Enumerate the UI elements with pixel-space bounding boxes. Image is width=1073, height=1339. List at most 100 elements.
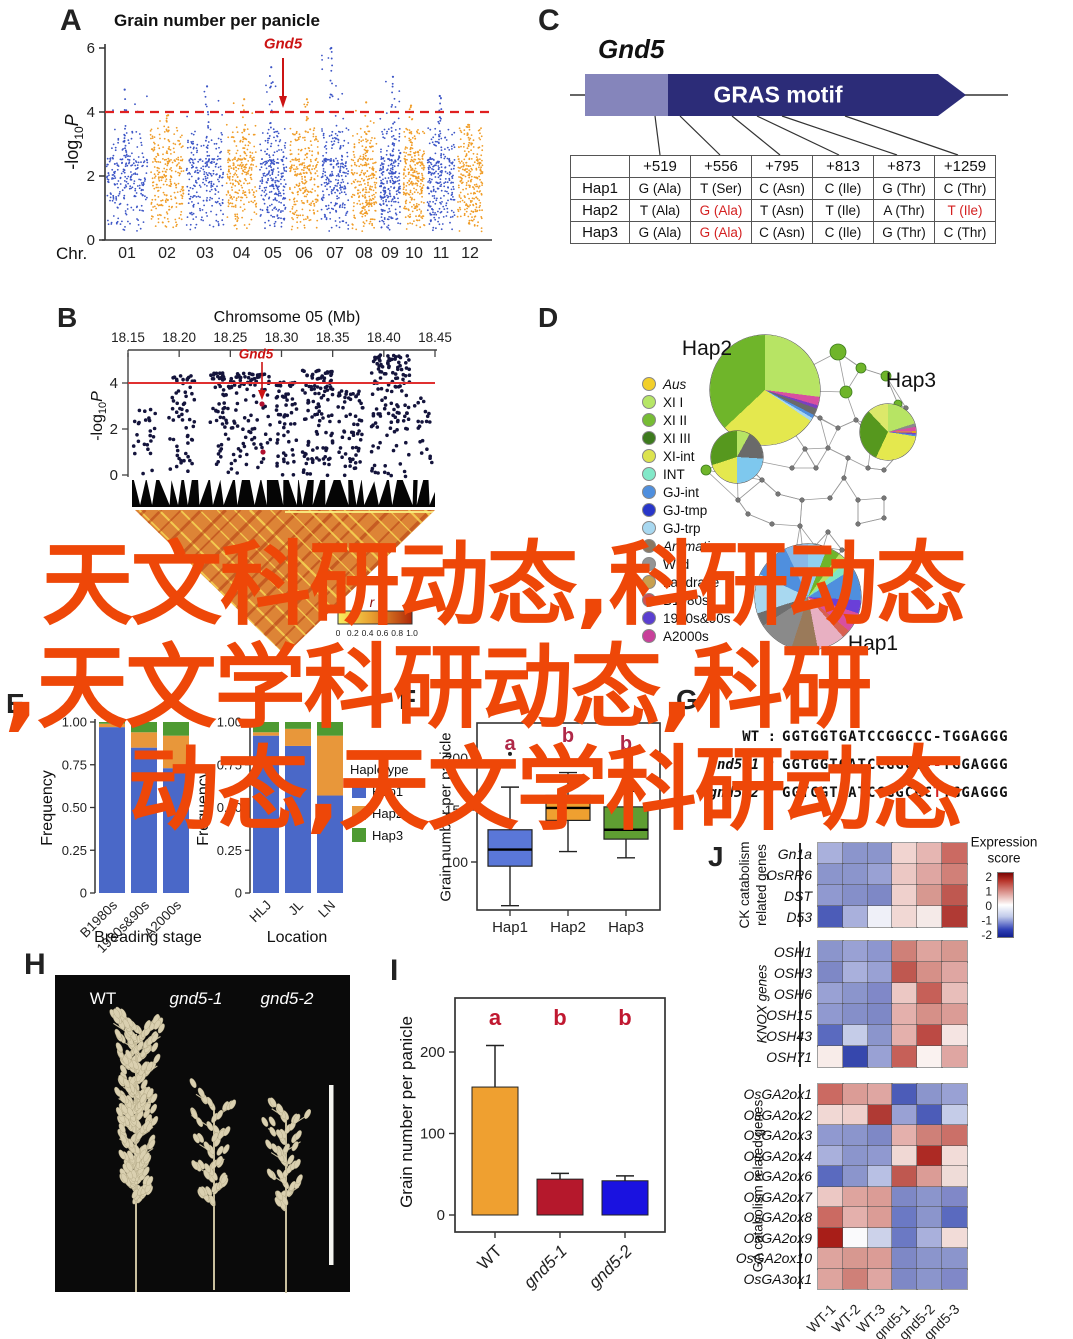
photo-wt-label: WT bbox=[89, 989, 117, 1008]
hap-allele-cell: C (Thr) bbox=[934, 221, 996, 244]
heatmap-cell bbox=[817, 1103, 844, 1126]
legend-item-Aus: Aus bbox=[642, 377, 686, 392]
hap-legend-item-Hap1: Hap1 bbox=[352, 784, 403, 799]
panel-b-label: B bbox=[57, 302, 78, 333]
heatmap-cell bbox=[916, 982, 943, 1005]
legend-item-GJ-trp: GJ-trp bbox=[642, 521, 701, 536]
expression-score-title-2: score bbox=[987, 850, 1021, 866]
legend-label: A2000s bbox=[663, 629, 709, 644]
watermark-line-2: ,天文学科研动态,科研 bbox=[4, 636, 872, 741]
hap-legend-item-Hap3: Hap3 bbox=[352, 828, 403, 843]
legend-item-INT: INT bbox=[642, 467, 685, 482]
pie-mid bbox=[711, 431, 763, 483]
heatmap-cell bbox=[817, 1003, 844, 1026]
heatmap-cell bbox=[941, 905, 968, 928]
snp-position: +813 bbox=[812, 155, 874, 178]
heatmap-cell bbox=[841, 863, 869, 886]
heatmap-cell bbox=[891, 905, 919, 928]
hap-legend-title: Haplotype bbox=[350, 762, 409, 777]
legend-label: GJ-int bbox=[663, 485, 700, 500]
hap2-pie-label: Hap2 bbox=[681, 337, 733, 360]
legend-item-GJ-tmp: GJ-tmp bbox=[642, 503, 707, 518]
heatmap-cell bbox=[841, 1144, 869, 1167]
hap-row-label: Hap3 bbox=[570, 221, 630, 244]
heatmap-cell bbox=[841, 982, 869, 1005]
legend-dot bbox=[642, 431, 656, 445]
pie-hap3 bbox=[860, 404, 916, 460]
panel-b-gene-label: Gnd5 bbox=[238, 346, 274, 362]
legend-item-1980s&90s: 1980s&90s bbox=[642, 611, 731, 626]
heatmap-cell bbox=[866, 1003, 894, 1026]
heatmap-cell bbox=[916, 1124, 943, 1147]
hap-allele-cell: G (Ala) bbox=[690, 199, 752, 222]
heatmap-cell bbox=[891, 940, 919, 963]
heatmap-gene-label: OsGA2ox8 bbox=[743, 1209, 812, 1226]
heatmap-cell bbox=[866, 842, 894, 865]
hap3-pie-label: Hap3 bbox=[885, 369, 937, 392]
heatmap-cell bbox=[841, 905, 869, 928]
hap-allele-cell: T (Ile) bbox=[812, 199, 874, 222]
legend-dot bbox=[642, 377, 656, 391]
legend-dot bbox=[642, 629, 656, 643]
svg-text:2: 2 bbox=[87, 168, 95, 185]
snp-position: +873 bbox=[873, 155, 935, 178]
heatmap-cell bbox=[891, 982, 919, 1005]
heatmap-cell bbox=[817, 1165, 844, 1188]
heatmap-cell bbox=[916, 863, 943, 886]
hap-allele-cell: G (Thr) bbox=[873, 177, 935, 200]
hap-allele-cell: T (Ser) bbox=[690, 177, 752, 200]
snp-position: +519 bbox=[629, 155, 691, 178]
seq-text: GGTGGTGATCCGGCC--TGGAGGG bbox=[782, 757, 1009, 773]
legend-label: Landrace bbox=[663, 575, 720, 590]
heatmap-cell bbox=[866, 1144, 894, 1167]
heatmap-cell bbox=[891, 1024, 919, 1047]
heatmap-cell bbox=[866, 1185, 894, 1208]
panel-a-chr-prefix: Chr. bbox=[56, 244, 88, 263]
heatmap-cell bbox=[817, 982, 844, 1005]
photo-gnd5-1-label: gnd5-1 bbox=[169, 989, 223, 1008]
hap-allele-cell: T (Ala) bbox=[629, 199, 691, 222]
heatmap-cell bbox=[841, 1003, 869, 1026]
heatmap-cell bbox=[891, 1165, 919, 1188]
snp-position: +1259 bbox=[934, 155, 996, 178]
heatmap-cell bbox=[817, 1206, 844, 1229]
heatmap-gene-label: OsRR6 bbox=[766, 866, 812, 883]
heatmap-cell bbox=[916, 1003, 943, 1026]
heatmap-cell bbox=[817, 1247, 844, 1270]
heatmap-cell bbox=[941, 863, 968, 886]
location-xlabel: Location bbox=[266, 929, 328, 946]
heatmap-cell bbox=[817, 940, 844, 963]
hap-legend-item-Hap2: Hap2 bbox=[352, 806, 403, 821]
svg-text:01: 01 bbox=[118, 245, 136, 262]
photo-gnd5-2-label: gnd5-2 bbox=[260, 989, 314, 1008]
heatmap-cell bbox=[841, 1185, 869, 1208]
pie-hap2 bbox=[710, 335, 820, 445]
heatmap-cell bbox=[841, 1267, 869, 1290]
panel-b-ylabel: -log10P bbox=[88, 391, 110, 441]
heatmap-cell bbox=[841, 1083, 869, 1106]
hap-legend-label: Hap2 bbox=[372, 806, 404, 821]
panel-c-label: C bbox=[538, 4, 560, 37]
legend-label: Wild bbox=[663, 557, 690, 572]
panel-a-gene-label: Gnd5 bbox=[263, 35, 303, 53]
hap-allele-cell: G (Ala) bbox=[629, 177, 691, 200]
svg-text:0: 0 bbox=[87, 232, 95, 249]
panel-j-label: J bbox=[708, 841, 724, 872]
seq-label: gnd5-1 : bbox=[708, 757, 776, 773]
breeding-stage-xlabel: Breading stage bbox=[94, 929, 202, 946]
heatmap-cell bbox=[916, 842, 943, 865]
hap-allele-cell: T (Asn) bbox=[751, 199, 813, 222]
heatmap-gene-label: OsGA3ox1 bbox=[743, 1270, 812, 1287]
heatmap-cell bbox=[941, 1003, 968, 1026]
legend-item-Landrace: Landrace bbox=[642, 575, 719, 590]
heatmap-cell bbox=[891, 1103, 919, 1126]
hap-legend-swatch bbox=[352, 828, 366, 842]
heatmap-cell bbox=[817, 1083, 844, 1106]
legend-item-XI I: XI I bbox=[642, 395, 683, 410]
heatmap-cell bbox=[817, 884, 844, 907]
heatmap-gene-label: OsGA2ox10 bbox=[735, 1250, 812, 1267]
heatmap-cell bbox=[891, 1124, 919, 1147]
legend-dot bbox=[642, 449, 656, 463]
